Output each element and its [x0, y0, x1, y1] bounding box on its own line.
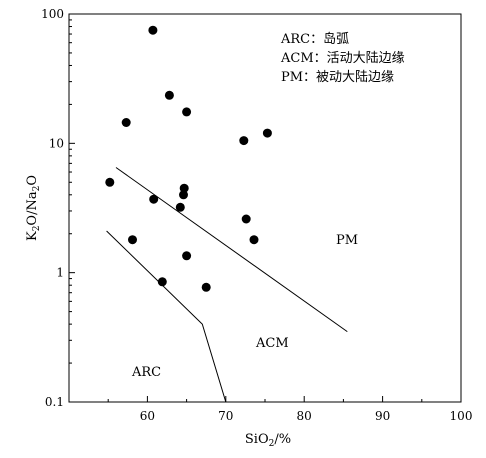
legend: ARC：岛弧 ACM：活动大陆边缘 PM：被动大陆边缘: [280, 31, 405, 85]
x-axis-title-main: SiO: [245, 432, 269, 447]
data-point: [128, 235, 137, 245]
x-tick-label: 80: [297, 409, 312, 423]
y-title-mid: O/Na: [25, 191, 40, 225]
legend-entry-arc: ARC：岛弧: [280, 31, 349, 47]
axis-ticks: [68, 13, 462, 403]
data-point: [241, 214, 251, 224]
y-title-k: K: [25, 231, 40, 241]
data-points: [105, 25, 272, 292]
boundary-line-acm-pm: [115, 167, 348, 333]
data-point: [157, 277, 167, 287]
legend-entry-pm: PM：被动大陆边缘: [281, 69, 394, 85]
axis-tick-labels: 60 70 80 90 100 0.1 1 10 100: [41, 7, 472, 423]
data-point: [201, 282, 211, 292]
data-point: [149, 194, 159, 204]
y-tick-label: 1: [56, 266, 64, 280]
data-point: [239, 136, 249, 146]
data-point: [164, 90, 174, 100]
data-point: [175, 202, 185, 212]
x-tick-label: 70: [218, 409, 233, 423]
data-point: [182, 107, 192, 117]
data-point: [179, 183, 189, 193]
y-title-sub2: 2: [32, 186, 42, 192]
y-tick-label: 100: [41, 7, 64, 21]
x-tick-label: 90: [375, 409, 390, 423]
region-label-pm: PM: [336, 233, 358, 248]
region-label-arc: ARC: [131, 365, 161, 380]
data-point: [121, 118, 131, 127]
x-axis-title-sub: 2: [269, 439, 275, 449]
x-axis-title: SiO2/%: [245, 432, 291, 449]
boundary-line-arc-acm: [106, 230, 227, 403]
data-point: [105, 177, 115, 187]
x-axis-title-unit: /%: [274, 432, 291, 447]
data-point: [179, 190, 188, 200]
data-point: [262, 128, 272, 138]
y-tick-label: 10: [49, 136, 64, 150]
legend-entry-acm: ACM：活动大陆边缘: [280, 50, 405, 66]
data-point: [182, 251, 192, 261]
data-point: [148, 25, 158, 35]
x-tick-label: 100: [450, 409, 473, 423]
y-title-sub1: 2: [32, 226, 42, 232]
y-tick-label: 0.1: [45, 395, 64, 409]
y-axis-title: K2O/Na2O: [25, 175, 42, 241]
region-label-acm: ACM: [255, 336, 289, 351]
data-point: [249, 235, 259, 245]
x-tick-label: 60: [140, 409, 155, 423]
y-title-o: O: [25, 175, 40, 186]
